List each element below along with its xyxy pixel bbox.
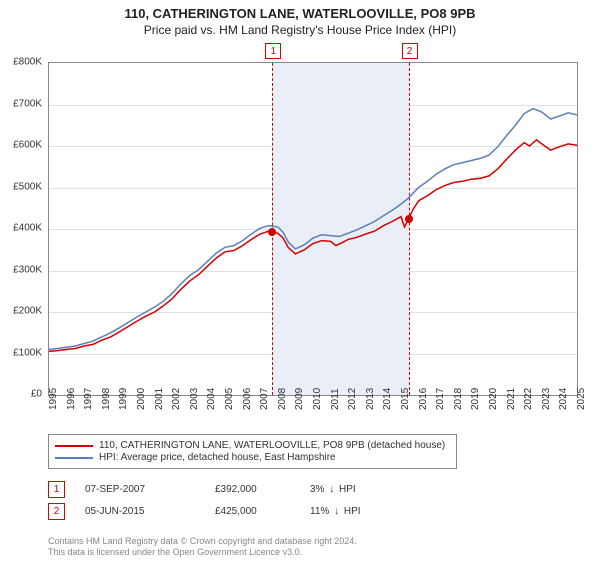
plot-area: 12 <box>48 62 578 396</box>
transaction-table: 107-SEP-2007£392,0003% ↓ HPI205-JUN-2015… <box>48 478 370 522</box>
legend: 110, CATHERINGTON LANE, WATERLOOVILLE, P… <box>48 434 457 469</box>
y-axis-tick-label: £500K <box>13 181 42 192</box>
footer-attribution: Contains HM Land Registry data © Crown c… <box>48 536 357 559</box>
event-marker: 1 <box>48 481 65 498</box>
y-axis-tick-label: £400K <box>13 223 42 234</box>
series-line <box>49 140 577 352</box>
transaction-pct: 3% ↓ HPI <box>310 484 370 495</box>
legend-swatch <box>55 445 93 447</box>
y-axis-tick-label: £100K <box>13 347 42 358</box>
chart: 12 £0£100K£200K£300K£400K£500K£600K£700K… <box>48 62 576 422</box>
arrow-down-icon: ↓ <box>334 506 339 517</box>
transaction-date: 07-SEP-2007 <box>65 484 215 495</box>
y-axis-tick-label: £200K <box>13 306 42 317</box>
arrow-down-icon: ↓ <box>329 484 334 495</box>
y-axis-tick-label: £0 <box>31 389 42 400</box>
legend-item: HPI: Average price, detached house, East… <box>55 452 450 463</box>
transaction-pct: 11% ↓ HPI <box>310 506 370 517</box>
page-title: 110, CATHERINGTON LANE, WATERLOOVILLE, P… <box>0 6 600 21</box>
y-axis-tick-label: £300K <box>13 264 42 275</box>
transaction-price: £425,000 <box>215 506 310 517</box>
series-svg <box>49 63 577 395</box>
transaction-price: £392,000 <box>215 484 310 495</box>
footer-line-2: This data is licensed under the Open Gov… <box>48 547 357 558</box>
legend-label: 110, CATHERINGTON LANE, WATERLOOVILLE, P… <box>99 440 445 451</box>
event-marker: 2 <box>402 43 418 59</box>
legend-swatch <box>55 457 93 459</box>
y-axis-tick-label: £800K <box>13 57 42 68</box>
legend-label: HPI: Average price, detached house, East… <box>99 452 336 463</box>
series-line <box>49 109 577 350</box>
y-axis-tick-label: £700K <box>13 98 42 109</box>
x-axis-tick-label: 2025 <box>576 388 600 410</box>
page-subtitle: Price paid vs. HM Land Registry's House … <box>0 23 600 37</box>
footer-line-1: Contains HM Land Registry data © Crown c… <box>48 536 357 547</box>
table-row: 107-SEP-2007£392,0003% ↓ HPI <box>48 478 370 500</box>
legend-item: 110, CATHERINGTON LANE, WATERLOOVILLE, P… <box>55 440 450 451</box>
table-row: 205-JUN-2015£425,00011% ↓ HPI <box>48 500 370 522</box>
event-marker: 2 <box>48 503 65 520</box>
event-marker: 1 <box>265 43 281 59</box>
transaction-date: 05-JUN-2015 <box>65 506 215 517</box>
y-axis-tick-label: £600K <box>13 140 42 151</box>
